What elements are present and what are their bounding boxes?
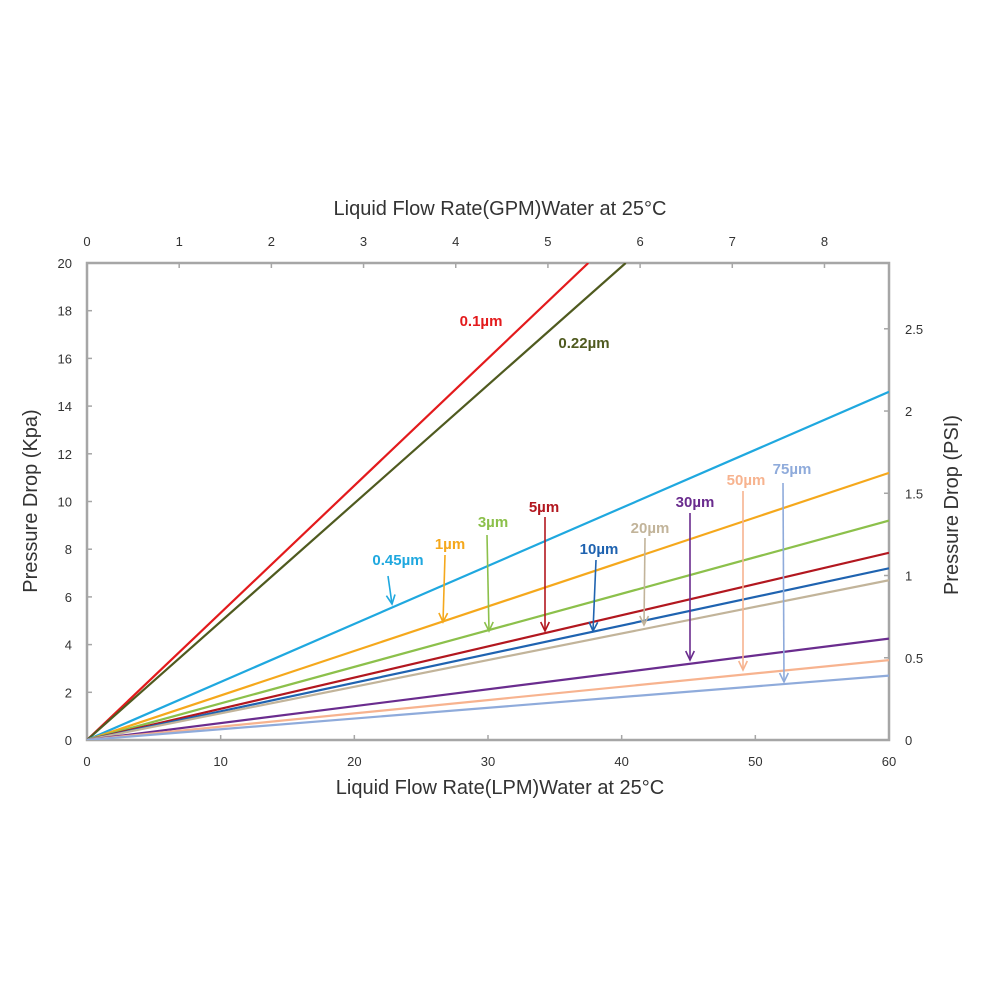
top-tick-label: 6 <box>636 234 643 249</box>
x-tick-label: 20 <box>347 754 361 769</box>
series-arrow-head <box>737 660 749 672</box>
series-arrow-shaft <box>442 554 446 623</box>
top-tick-label: 7 <box>729 234 736 249</box>
series-label: 75µm <box>773 461 812 478</box>
series-label: 50µm <box>727 472 766 489</box>
series-arrow-shaft <box>387 575 393 605</box>
x-tick-label: 50 <box>748 754 762 769</box>
series-label: 20µm <box>631 520 670 537</box>
y-tick-label: 20 <box>58 256 72 271</box>
series-label: 0.1µm <box>460 313 503 330</box>
series-annotations: 0.1µm 0.22µm 0.45µm 1µm 3µm 5µm 10µm 20µm 30µm 50… <box>372 313 812 684</box>
top-tick-label: 5 <box>544 234 551 249</box>
x-tick-label: 30 <box>481 754 495 769</box>
x-tick-label: 0 <box>83 754 90 769</box>
series-line <box>87 674 889 740</box>
series-label: 3µm <box>478 514 508 531</box>
series-arrow-shaft <box>592 559 597 632</box>
y-tick-label: 0 <box>65 733 72 748</box>
series-arrow-head <box>778 672 790 684</box>
y-tick-label: 16 <box>58 351 72 366</box>
right-tick-label: 2.5 <box>905 322 923 337</box>
x-tick-label: 10 <box>213 754 227 769</box>
series-line <box>87 659 889 740</box>
top-tick-label: 0 <box>83 234 90 249</box>
top-axis-title: Liquid Flow Rate(GPM)Water at 25°C <box>334 198 667 220</box>
series-arrow-shaft <box>486 534 490 632</box>
right-axis-title: Pressure Drop (PSI) <box>941 415 963 595</box>
y-tick-label: 2 <box>65 685 72 700</box>
y-tick-label: 14 <box>58 399 72 414</box>
series-label: 30µm <box>676 494 715 511</box>
series-line <box>87 579 889 740</box>
top-tick-label: 3 <box>360 234 367 249</box>
left-axis-title: Pressure Drop (Kpa) <box>20 409 42 592</box>
right-tick-label: 1.5 <box>905 486 923 501</box>
right-tick-label: 0 <box>905 733 912 748</box>
bottom-axis-title: Liquid Flow Rate(LPM)Water at 25°C <box>336 777 665 799</box>
series-arrow-head <box>438 612 449 624</box>
series-lines <box>87 263 889 740</box>
series-line <box>87 637 889 740</box>
series-line <box>87 263 590 740</box>
series-arrow-head <box>483 621 494 633</box>
right-tick-label: 2 <box>905 404 912 419</box>
top-tick-label: 4 <box>452 234 459 249</box>
series-arrow-head <box>588 621 599 633</box>
series-line <box>87 567 889 740</box>
series-arrow-head <box>639 615 650 627</box>
x-tick-label: 60 <box>882 754 896 769</box>
series-line <box>87 263 627 740</box>
y-tick-label: 4 <box>65 638 72 653</box>
series-arrow-shaft <box>643 537 646 626</box>
series-arrow-head <box>539 621 551 633</box>
series-label: 0.22µm <box>558 335 609 352</box>
series-label: 10µm <box>580 541 619 558</box>
series-line <box>87 551 889 740</box>
series-label: 0.45µm <box>372 552 423 569</box>
right-tick-label: 0.5 <box>905 651 923 666</box>
plot-area: 0 10 20 30 40 50 600 1 2 3 4 5 6 7 8024681012141618200… <box>58 234 924 769</box>
top-tick-label: 1 <box>176 234 183 249</box>
top-tick-label: 8 <box>821 234 828 249</box>
series-label: 1µm <box>435 536 465 553</box>
plot-frame <box>85 261 891 742</box>
y-tick-label: 18 <box>58 304 72 319</box>
y-tick-label: 8 <box>65 542 72 557</box>
series-arrow-head <box>684 650 696 662</box>
x-tick-label: 40 <box>614 754 628 769</box>
y-tick-label: 10 <box>58 495 72 510</box>
series-arrow-head <box>385 594 396 606</box>
top-tick-label: 2 <box>268 234 275 249</box>
series-label: 5µm <box>529 499 559 516</box>
y-tick-label: 6 <box>65 590 72 605</box>
series-arrow-shaft <box>782 482 785 683</box>
right-tick-label: 1 <box>905 569 912 584</box>
y-tick-label: 12 <box>58 447 72 462</box>
